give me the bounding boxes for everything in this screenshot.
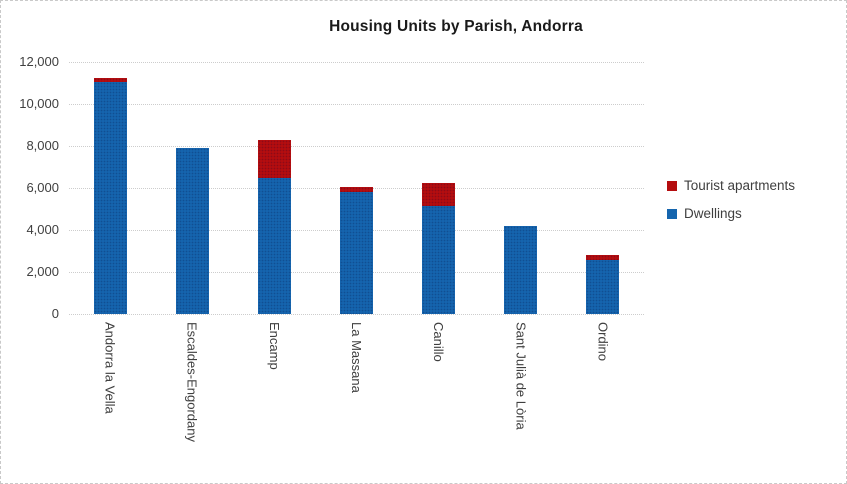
x-axis: Andorra la Vella Escaldes-Engordany Encamp… [69,322,644,478]
y-axis-tick-label: 12,000 [19,54,59,69]
stacked-bar-ordino [586,255,620,314]
x-axis-tick-label: Canillo [431,322,447,362]
legend-swatch-tourist-apartments-icon [667,180,677,191]
x-axis-tick-label: Encamp [266,322,282,370]
bar-slot [69,62,151,314]
stacked-bar-canillo [422,182,456,314]
gridline [69,314,644,315]
bar-segment-dwellings [504,225,538,314]
bar-segment-tourist-apartments [422,182,456,206]
gridline [69,104,644,105]
legend: Tourist apartments Dwellings [667,178,795,221]
y-axis: 0 2,000 4,000 6,000 8,000 10,000 12,000 [1,54,59,321]
stacked-bar-sant-juli-de-l-ria [504,225,538,314]
gridline [69,62,644,63]
y-axis-tick-label: 8,000 [26,138,59,153]
bar-slot [315,62,397,314]
bar-segment-dwellings [175,148,209,314]
legend-label-tourist-apartments: Tourist apartments [684,178,796,193]
y-axis-tick-label: 0 [51,306,59,321]
bar-slot [233,62,315,314]
legend-item-tourist-apartments: Tourist apartments [667,178,795,193]
bar-segment-dwellings [257,177,291,314]
plot-area [69,62,644,315]
stacked-bar-escaldes-engordany [175,148,209,314]
bar-segment-dwellings [422,205,456,314]
bar-slot [151,62,233,314]
y-axis-tick-label: 6,000 [26,180,59,195]
legend-swatch-dwellings-icon [667,208,677,219]
chart-title: Housing Units by Parish, Andorra [329,18,583,35]
x-axis-tick-label: Sant Julià de Lòria [513,322,529,430]
x-axis-tick-label: Andorra la Vella [102,322,118,414]
bar-slot [480,62,562,314]
bar-segment-dwellings [93,81,127,314]
legend-label-dwellings: Dwellings [684,206,742,221]
stacked-bar-la-massana [339,186,373,314]
stacked-bar-encamp [257,139,291,314]
y-axis-tick-label: 10,000 [19,96,59,111]
bar-segment-tourist-apartments [93,77,127,82]
bar-segment-dwellings [339,192,373,314]
x-axis-tick-label: Ordino [595,322,611,362]
x-axis-tick-label: La Massana [348,322,364,393]
y-axis-tick-label: 4,000 [26,222,59,237]
x-axis-tick-label: Escaldes-Engordany [184,322,200,442]
bar-segment-dwellings [586,260,620,314]
stacked-bar-andorra-la-vella [93,77,127,314]
bar-segment-tourist-apartments [257,139,291,178]
bar-slot [398,62,480,314]
legend-item-dwellings: Dwellings [667,206,795,221]
bar-segment-tourist-apartments [339,186,373,193]
gridline [69,146,644,147]
y-axis-tick-label: 2,000 [26,264,59,279]
bar-slot [562,62,644,314]
bar-segment-tourist-apartments [586,255,620,261]
